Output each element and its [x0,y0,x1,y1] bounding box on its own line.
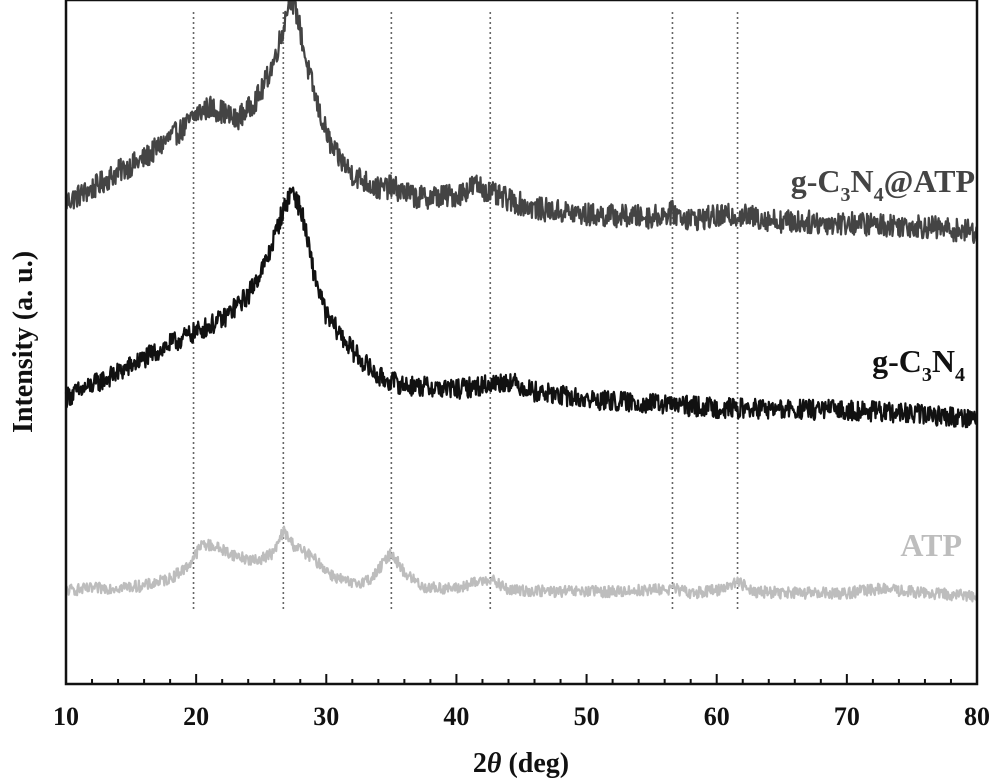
series-label-0-part-1: 3 [841,184,851,206]
series-label-1-part-1: 3 [922,364,932,386]
series-line-0 [66,0,977,243]
x-axis-title: 2θ (deg) [473,748,569,779]
series-line-2 [66,527,977,602]
series-label-1-part-2: N [932,343,955,379]
x-tick-label-7: 80 [964,702,990,731]
series-label-2: ATP [900,527,962,563]
x-axis-title-suffix: (deg) [501,748,569,779]
x-tick-label-1: 20 [183,702,209,731]
series-label-0-part-0: g-C [791,163,841,199]
series-label-2-part-0: ATP [900,527,962,563]
x-tick-label-4: 50 [574,702,600,731]
x-axis-title-prefix: 2 [473,748,487,779]
x-axis-ticks [66,674,977,684]
x-tick-label-5: 60 [704,702,730,731]
series-label-1-part-0: g-C [872,343,922,379]
x-axis-tick-labels: 10 20 30 40 50 60 70 80 [53,702,990,731]
x-tick-label-3: 40 [443,702,469,731]
series-label-1-part-3: 4 [955,364,965,386]
series-label-0-part-3: 4 [874,184,884,206]
series-label-1: g-C3N4 [872,343,965,386]
plot-frame [66,0,977,684]
series-label-0-part-4: @ATP [884,163,975,199]
x-tick-label-2: 30 [313,702,339,731]
series-layer [66,0,977,601]
x-tick-label-0: 10 [53,702,79,731]
series-label-0-part-2: N [851,163,874,199]
x-tick-label-6: 70 [834,702,860,731]
y-axis-title: Intensity (a. u.) [8,251,39,433]
reference-lines [194,12,738,612]
x-axis-title-theta: θ [487,748,502,779]
series-label-0: g-C3N4@ATP [791,163,975,206]
